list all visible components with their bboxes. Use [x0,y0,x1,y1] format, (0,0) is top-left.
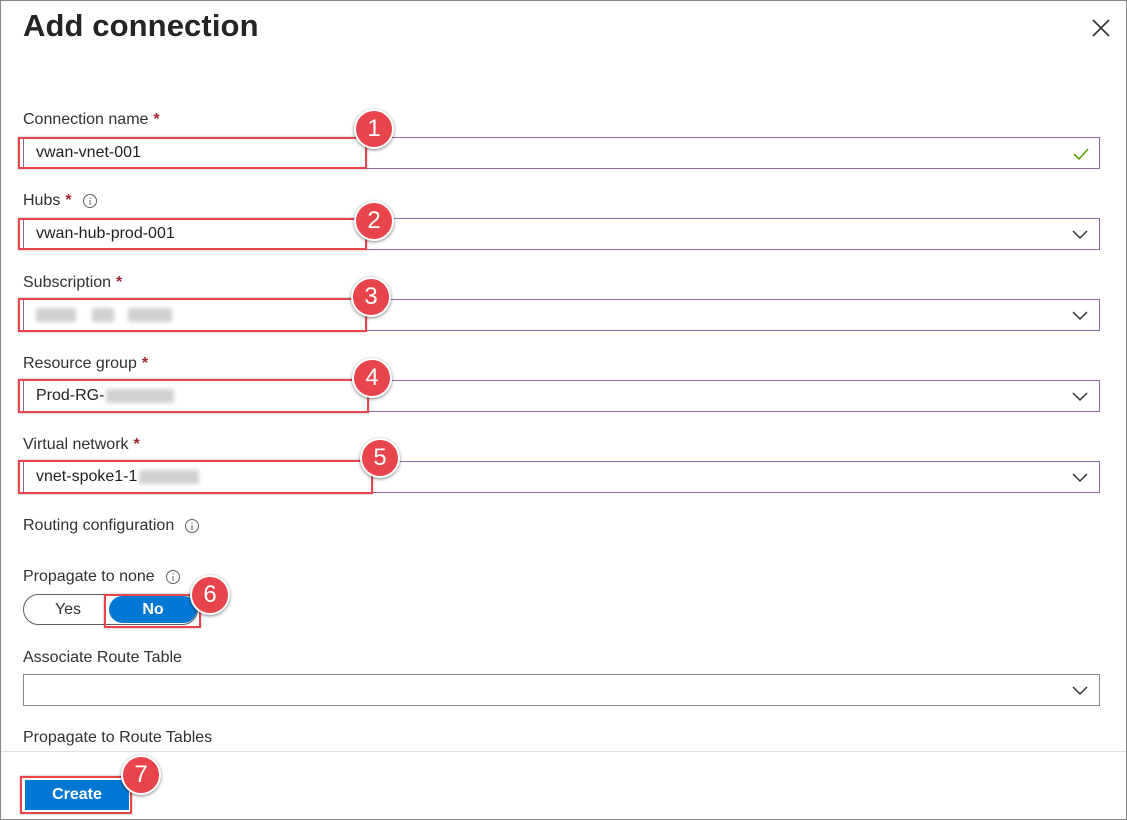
info-icon[interactable] [165,569,181,585]
resource-group-dropdown[interactable]: Prod-RG- [23,380,1100,412]
virtual-network-value: vnet-spoke1-1 [36,468,138,485]
chevron-down-icon [1072,473,1088,483]
routing-configuration-heading: Routing configuration [23,517,200,535]
associate-route-table-dropdown[interactable] [23,674,1100,706]
subscription-dropdown[interactable] [23,299,1100,331]
redacted-text [128,308,172,322]
chevron-down-icon [1072,686,1088,696]
required-marker: * [65,192,72,209]
close-icon[interactable] [1090,17,1112,39]
info-icon[interactable] [184,518,200,534]
virtual-network-label: Virtual network * [23,436,140,453]
chevron-down-icon [1072,311,1088,321]
toggle-option-yes[interactable]: Yes [54,600,82,618]
propagate-to-none-toggle[interactable]: Yes No [23,594,198,625]
redacted-text [106,389,175,403]
redacted-text [92,308,114,322]
connection-name-value: vwan-vnet-001 [36,144,141,161]
hubs-dropdown[interactable]: vwan-hub-prod-001 [23,218,1100,250]
associate-route-table-label: Associate Route Table [23,649,182,666]
chevron-down-icon [1072,230,1088,240]
resource-group-label: Resource group * [23,355,149,372]
hubs-label: Hubs * [23,192,98,210]
hubs-value: vwan-hub-prod-001 [36,225,175,242]
required-marker: * [153,111,160,128]
create-button[interactable]: Create [25,780,129,810]
toggle-option-no[interactable]: No [109,596,197,623]
checkmark-icon [1073,148,1089,161]
connection-name-input[interactable]: vwan-vnet-001 [23,137,1100,169]
redacted-text [139,470,200,484]
required-marker: * [141,355,149,372]
panel-title: Add connection [23,8,259,43]
resource-group-value: Prod-RG- [36,387,105,404]
redacted-text [36,308,76,322]
required-marker: * [133,436,140,453]
footer-divider [1,751,1126,752]
subscription-label: Subscription * [23,274,123,291]
chevron-down-icon [1072,392,1088,402]
connection-name-label: Connection name * [23,111,160,128]
propagate-to-none-label: Propagate to none [23,568,181,586]
propagate-to-route-tables-label: Propagate to Route Tables [23,729,213,746]
virtual-network-dropdown[interactable]: vnet-spoke1-1 [23,461,1100,493]
info-icon[interactable] [82,193,98,209]
required-marker: * [116,274,123,291]
